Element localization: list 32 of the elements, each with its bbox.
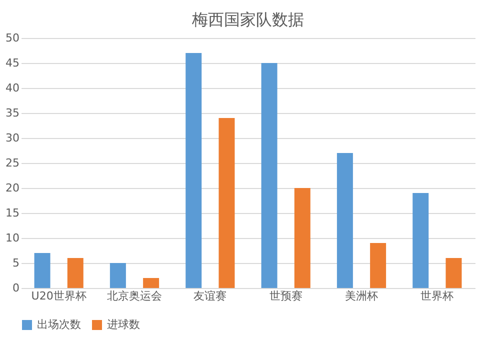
- y-tick-label: 50: [6, 32, 20, 44]
- x-tick-label: U20世界杯: [31, 290, 86, 302]
- bar: [218, 118, 235, 288]
- y-tick-label: 30: [6, 132, 20, 144]
- y-tick-label: 5: [12, 256, 20, 270]
- y-tick-label: 15: [6, 206, 20, 220]
- bar: [110, 263, 126, 288]
- x-tick-label: 美洲杯: [345, 290, 378, 302]
- bar: [186, 53, 202, 288]
- y-tick-label: 45: [6, 56, 20, 70]
- y-tick-label: 10: [6, 232, 20, 244]
- x-tick-label: 友谊赛: [194, 290, 227, 302]
- y-tick-label: 40: [6, 82, 20, 94]
- bar: [143, 278, 160, 288]
- x-tick-label: 北京奥运会: [107, 290, 162, 302]
- chart-title: 梅西国家队数据: [191, 10, 304, 29]
- bar: [336, 153, 353, 288]
- bar: [446, 258, 462, 288]
- bar: [370, 243, 386, 288]
- x-tick-label: 世预赛: [269, 290, 302, 302]
- x-tick-label: 世界杯: [420, 290, 454, 302]
- y-tick-label: 25: [6, 156, 20, 170]
- y-tick-label: 0: [12, 282, 20, 294]
- y-tick-label: 35: [6, 106, 20, 120]
- y-tick-label: 20: [6, 182, 20, 194]
- legend-label: 出场次数: [37, 318, 81, 331]
- bar: [261, 63, 278, 288]
- legend-label: 进球数: [107, 318, 140, 331]
- bar: [34, 253, 50, 288]
- bar: [67, 258, 84, 288]
- bar: [294, 188, 310, 288]
- bar: [412, 193, 429, 288]
